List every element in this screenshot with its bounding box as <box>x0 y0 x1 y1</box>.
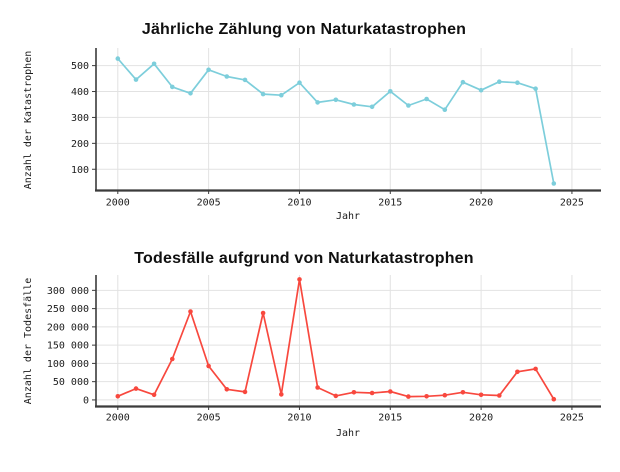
x-tick-label: 2015 <box>378 198 402 209</box>
y-tick-label: 150 000 <box>47 341 89 352</box>
data-point <box>369 104 375 110</box>
data-point <box>460 79 466 85</box>
x-tick-label: 2000 <box>106 198 130 209</box>
data-point <box>424 394 429 399</box>
data-point <box>315 100 320 105</box>
data-point <box>388 389 393 394</box>
data-point <box>242 77 248 83</box>
data-point <box>442 392 448 398</box>
data-point <box>497 79 502 84</box>
y-tick-label: 100 000 <box>47 359 89 370</box>
y-tick-label: 300 <box>71 113 89 124</box>
y-tick-label: 200 <box>71 139 89 150</box>
data-point <box>224 387 230 392</box>
data-point <box>115 394 121 399</box>
x-tick-label: 2000 <box>106 413 130 424</box>
deaths-chart-title: Todesfälle aufgrund von Naturkatastrophe… <box>134 250 474 267</box>
data-point <box>388 89 393 94</box>
data-point <box>242 389 248 395</box>
y-tick-label: 200 000 <box>47 322 89 333</box>
data-point <box>170 84 175 90</box>
x-tick-label: 2020 <box>469 413 493 424</box>
x-tick-label: 2010 <box>287 198 311 209</box>
data-point <box>406 394 411 399</box>
x-tick-label: 2005 <box>197 413 221 424</box>
x-tick-label: 2025 <box>560 198 584 209</box>
x-tick-label: 2015 <box>378 413 402 424</box>
y-tick-label: 300 000 <box>47 286 89 297</box>
data-point <box>133 386 139 391</box>
x-tick-label: 2025 <box>560 413 584 424</box>
data-point <box>115 56 121 61</box>
series-line <box>116 57 555 185</box>
data-point <box>515 369 520 375</box>
data-point <box>515 80 520 85</box>
data-point <box>151 392 157 398</box>
y-tick-label: 100 <box>71 165 89 176</box>
data-point <box>188 91 193 96</box>
deaths-chart: 0 50 000 100 000 150 000 200 000 250 000 300 0… <box>47 275 601 424</box>
data-point <box>442 107 448 112</box>
data-point <box>279 92 284 98</box>
deaths-y-axis-label: Anzahl der Todesfälle <box>23 278 34 404</box>
disaster-count-chart: 100 200 300 400 500 2000 2005 2010 2015 2020 2025 <box>71 48 601 209</box>
data-point <box>206 67 211 73</box>
data-point <box>333 393 339 399</box>
data-point <box>351 390 357 395</box>
data-point <box>170 356 175 362</box>
y-tick-label: 250 000 <box>47 304 89 315</box>
data-point <box>406 103 411 108</box>
data-point <box>497 393 502 398</box>
x-tick-label: 2010 <box>287 413 311 424</box>
data-point <box>279 392 284 397</box>
data-point <box>297 80 302 85</box>
data-point <box>260 310 266 316</box>
data-point <box>533 366 538 372</box>
data-point <box>533 86 538 91</box>
data-point <box>333 97 339 103</box>
data-point <box>315 385 320 390</box>
data-point <box>551 396 557 402</box>
data-point <box>424 96 429 102</box>
disaster-count-chart-title: Jährliche Zählung von Naturkatastrophen <box>142 21 466 38</box>
x-tick-label: 2005 <box>197 198 221 209</box>
y-tick-label: 400 <box>71 87 89 98</box>
y-tick-label: 0 <box>83 395 89 406</box>
y-tick-label: 50 000 <box>53 377 89 388</box>
data-point <box>478 392 484 398</box>
deaths-x-axis-label: Jahr <box>336 428 360 439</box>
disaster-count-x-axis-label: Jahr <box>336 211 360 222</box>
data-point <box>460 390 466 395</box>
data-point <box>551 181 557 186</box>
data-point <box>260 91 266 97</box>
data-point <box>297 277 302 282</box>
data-point <box>188 309 193 314</box>
data-point <box>369 390 375 396</box>
y-tick-label: 500 <box>71 61 89 72</box>
data-point <box>351 102 357 107</box>
data-point <box>478 87 484 93</box>
data-point <box>224 74 230 79</box>
data-point <box>151 61 157 67</box>
x-tick-label: 2020 <box>469 198 493 209</box>
data-point <box>206 363 211 369</box>
disaster-count-y-axis-label: Anzahl der Katastrophen <box>23 51 34 189</box>
data-point <box>133 77 139 82</box>
